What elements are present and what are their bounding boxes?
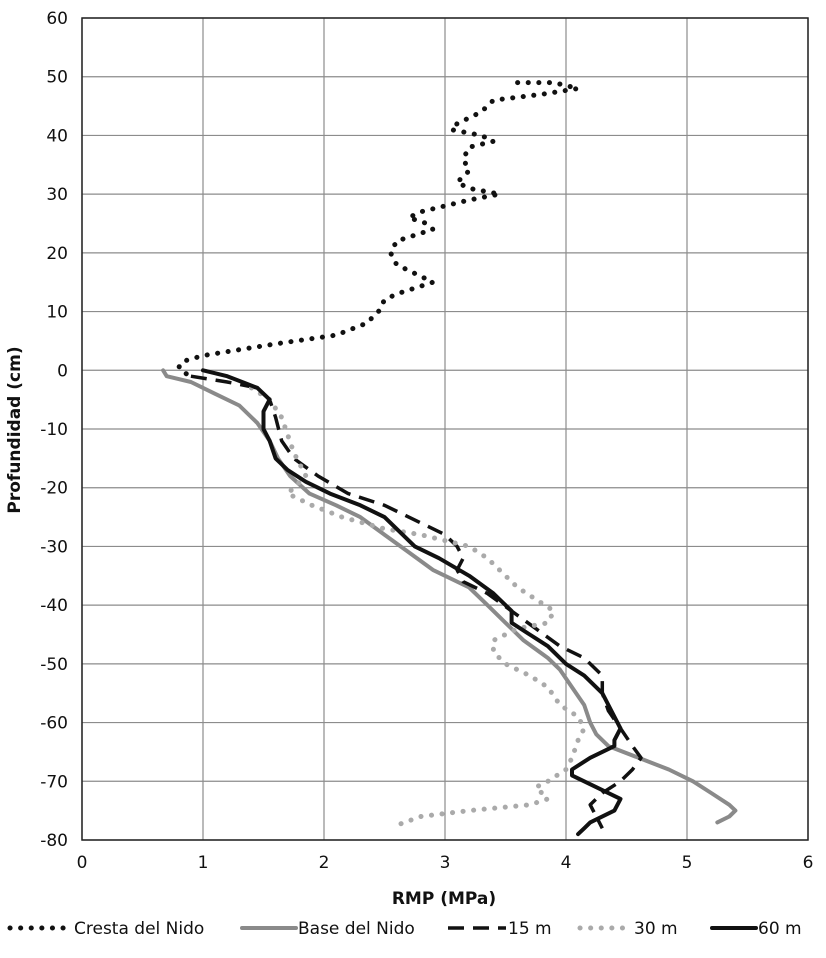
plot-frame <box>81 17 809 841</box>
y-tick-label: -70 <box>40 772 68 792</box>
series-line-5 <box>201 368 623 837</box>
legend-label-1: Cresta del Nido <box>74 919 204 939</box>
x-tick-label: 3 <box>440 853 451 873</box>
series-line-4 <box>248 385 587 828</box>
y-tick-label: -10 <box>40 420 68 440</box>
y-tick-label: 20 <box>46 244 68 264</box>
y-tick-label: 30 <box>46 185 68 205</box>
y-tick-label: -80 <box>40 831 68 851</box>
y-tick-label: -20 <box>40 479 68 499</box>
y-tick-label: -30 <box>40 537 68 557</box>
series-line-2 <box>161 368 738 825</box>
y-tick-label: -50 <box>40 655 68 675</box>
y-tick-labels: 60 50 40 30 20 10 0 -10 -20 -30 -40 -50 -60 -70 -80 <box>40 9 68 851</box>
y-tick-label: -40 <box>40 596 68 616</box>
x-tick-label: 6 <box>803 853 814 873</box>
series-layer <box>161 80 738 837</box>
grid-lines <box>81 17 809 841</box>
y-tick-label: 60 <box>46 9 68 29</box>
legend: Cresta del Nido Base del Nido 15 m 30 m 60 m <box>7 919 802 939</box>
series-line-1 <box>176 80 581 379</box>
legend-label-2: Base del Nido <box>298 919 415 939</box>
y-axis-title: Profundidad (cm) <box>5 346 25 513</box>
series-line-3 <box>190 374 643 830</box>
legend-label-3: 15 m <box>508 919 552 939</box>
x-tick-labels: 0 1 2 3 4 5 6 <box>77 853 814 873</box>
y-tick-label: 10 <box>46 303 68 323</box>
x-axis-title: RMP (MPa) <box>392 889 496 909</box>
y-tick-label: 40 <box>46 126 68 146</box>
legend-label-4: 30 m <box>634 919 678 939</box>
x-tick-label: 0 <box>77 853 88 873</box>
legend-label-5: 60 m <box>758 919 802 939</box>
y-tick-label: -60 <box>40 714 68 734</box>
x-tick-label: 5 <box>682 853 693 873</box>
y-tick-label: 0 <box>57 361 68 381</box>
x-tick-label: 4 <box>561 853 572 873</box>
x-tick-label: 2 <box>319 853 330 873</box>
y-tick-label: 50 <box>46 68 68 88</box>
x-tick-label: 1 <box>198 853 209 873</box>
